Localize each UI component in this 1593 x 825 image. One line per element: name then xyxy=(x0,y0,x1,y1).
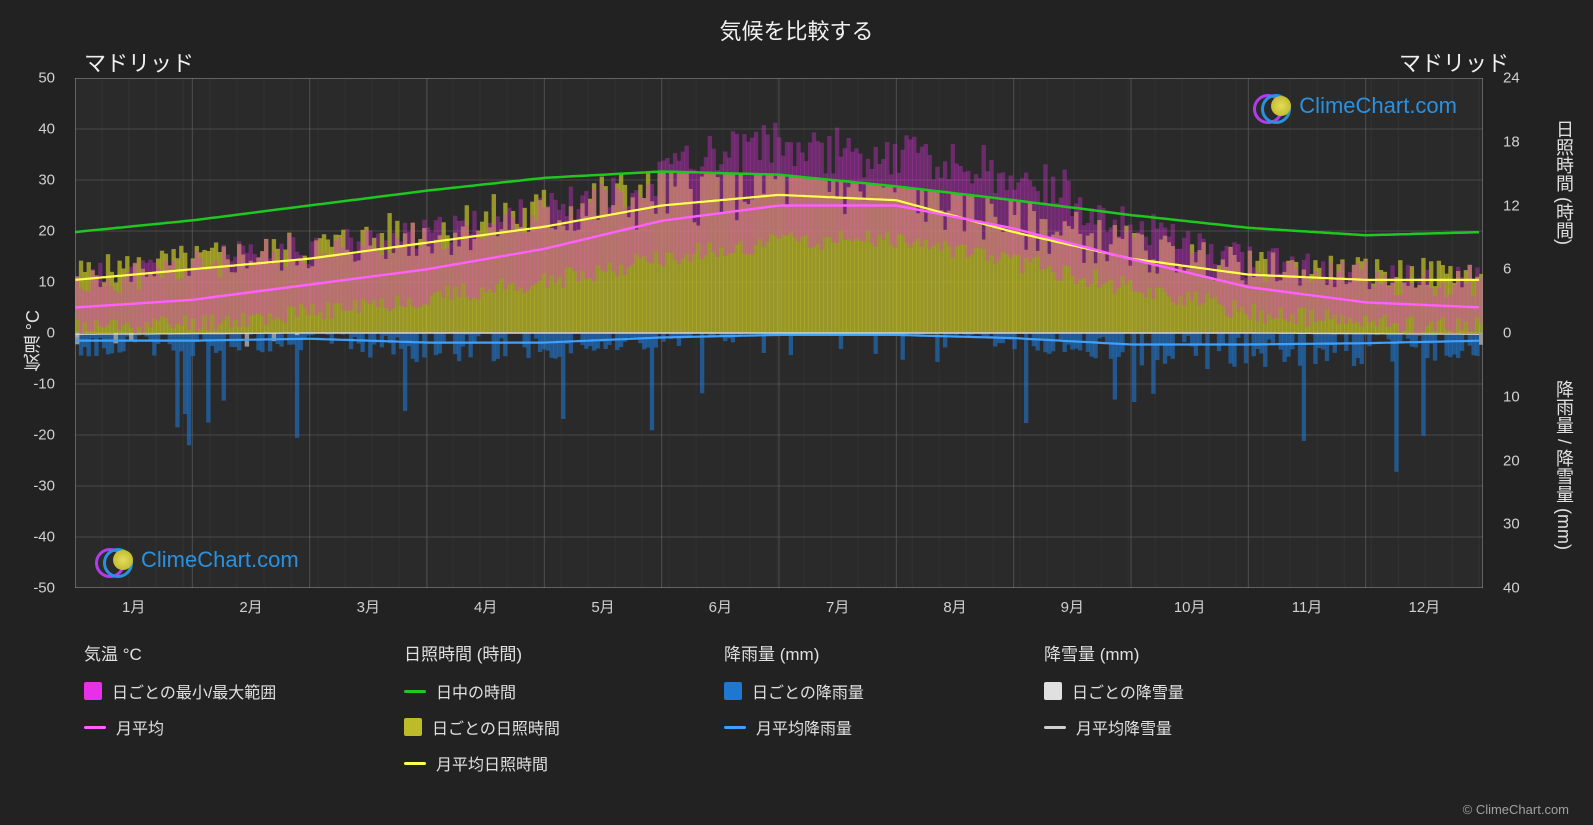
x-tick-month: 10月 xyxy=(1174,596,1206,617)
legend-label: 日中の時間 xyxy=(436,679,516,703)
y-right-tick-sun: 24 xyxy=(1503,70,1520,87)
y-left-tick: -20 xyxy=(33,427,55,444)
legend-swatch-square xyxy=(1044,682,1062,700)
y-left-tick: 30 xyxy=(38,172,55,189)
legend-swatch-line xyxy=(724,726,746,729)
legend-label: 月平均日照時間 xyxy=(436,751,548,775)
legend: 気温 °C 日ごとの最小/最大範囲月平均 日照時間 (時間) 日中の時間日ごとの日照時… xyxy=(84,640,1533,775)
x-tick-month: 9月 xyxy=(1061,596,1084,617)
legend-group-title: 降雨量 (mm) xyxy=(724,640,984,665)
legend-item: 日ごとの降雪量 xyxy=(1044,679,1304,703)
watermark-text: ClimeChart.com xyxy=(141,547,299,573)
legend-label: 月平均降雨量 xyxy=(756,715,852,739)
chart-svg xyxy=(75,78,1483,588)
y-right-tick-sun: 0 xyxy=(1503,325,1511,342)
legend-swatch-square xyxy=(724,682,742,700)
y-left-tick: 10 xyxy=(38,274,55,291)
x-tick-month: 11月 xyxy=(1292,596,1323,617)
legend-swatch-line xyxy=(404,690,426,693)
x-ticks: 1月 2月 3月 4月 5月 6月 7月 8月 9月 10月 11月 12月 xyxy=(75,596,1483,616)
y-right-tick-precip: 20 xyxy=(1503,452,1520,469)
legend-item: 月平均降雪量 xyxy=(1044,715,1304,739)
y-left-tick: -50 xyxy=(33,580,55,597)
legend-swatch-square xyxy=(84,682,102,700)
x-tick-month: 6月 xyxy=(709,596,732,617)
x-tick-month: 7月 xyxy=(826,596,849,617)
x-tick-month: 2月 xyxy=(239,596,262,617)
y-right-tick-precip: 30 xyxy=(1503,516,1520,533)
y-left-tick: 50 xyxy=(38,70,55,87)
y-right-tick-sun: 12 xyxy=(1503,197,1520,214)
legend-item: 日ごとの降雨量 xyxy=(724,679,984,703)
copyright-text: © ClimeChart.com xyxy=(1463,802,1569,817)
y-left-ticks: -50-40-30-20-1001020304050 xyxy=(65,78,125,588)
climechart-logo-icon xyxy=(1253,92,1291,120)
legend-group: 降雨量 (mm) 日ごとの降雨量月平均降雨量 xyxy=(724,640,984,775)
y-right-tick-precip: 40 xyxy=(1503,580,1520,597)
watermark-bottom: ClimeChart.com xyxy=(95,546,299,574)
y-left-tick: 40 xyxy=(38,121,55,138)
legend-group-title: 日照時間 (時間) xyxy=(404,640,664,665)
y-left-tick: 0 xyxy=(47,325,55,342)
legend-item: 日中の時間 xyxy=(404,679,664,703)
legend-group-title: 降雪量 (mm) xyxy=(1044,640,1304,665)
legend-label: 日ごとの降雪量 xyxy=(1072,679,1184,703)
legend-label: 日ごとの最小/最大範囲 xyxy=(112,679,276,703)
city-label-left: マドリッド xyxy=(84,46,194,78)
legend-swatch-square xyxy=(404,718,422,736)
legend-item: 日ごとの日照時間 xyxy=(404,715,664,739)
legend-group: 気温 °C 日ごとの最小/最大範囲月平均 xyxy=(84,640,344,775)
city-label-right: マドリッド xyxy=(1399,46,1509,78)
legend-item: 月平均日照時間 xyxy=(404,751,664,775)
y-right-tick-sun: 6 xyxy=(1503,261,1511,278)
chart-title: 気候を比較する xyxy=(0,14,1593,46)
legend-label: 日ごとの日照時間 xyxy=(432,715,560,739)
y-axis-right-label-precip: 降雨量 / 降雪量 (mm) xyxy=(1551,380,1577,550)
x-tick-month: 4月 xyxy=(474,596,497,617)
y-left-tick: -30 xyxy=(33,478,55,495)
legend-swatch-line xyxy=(404,762,426,765)
x-tick-month: 12月 xyxy=(1408,596,1440,617)
y-left-tick: -40 xyxy=(33,529,55,546)
y-left-tick: 20 xyxy=(38,223,55,240)
x-tick-month: 5月 xyxy=(591,596,614,617)
y-right-tick-precip: 10 xyxy=(1503,388,1520,405)
y-left-tick: -10 xyxy=(33,376,55,393)
legend-label: 月平均 xyxy=(116,715,164,739)
legend-item: 月平均降雨量 xyxy=(724,715,984,739)
legend-group: 日照時間 (時間) 日中の時間日ごとの日照時間月平均日照時間 xyxy=(404,640,664,775)
legend-item: 日ごとの最小/最大範囲 xyxy=(84,679,344,703)
legend-group: 降雪量 (mm) 日ごとの降雪量月平均降雪量 xyxy=(1044,640,1304,775)
y-right-tick-sun: 18 xyxy=(1503,133,1520,150)
y-right-ticks: 0612182410203040 xyxy=(1433,78,1493,588)
watermark-text: ClimeChart.com xyxy=(1299,93,1457,119)
legend-item: 月平均 xyxy=(84,715,344,739)
legend-swatch-line xyxy=(84,726,106,729)
y-axis-right-label-sunshine: 日照時間 (時間) xyxy=(1551,120,1577,245)
legend-swatch-line xyxy=(1044,726,1066,729)
plot-area: -50-40-30-20-1001020304050 0612182410203… xyxy=(75,78,1483,588)
x-tick-month: 8月 xyxy=(943,596,966,617)
x-tick-month: 1月 xyxy=(122,596,145,617)
legend-label: 月平均降雪量 xyxy=(1076,715,1172,739)
climechart-logo-icon xyxy=(95,546,133,574)
watermark-top: ClimeChart.com xyxy=(1253,92,1457,120)
y-axis-left-label: 気温 °C xyxy=(20,310,46,371)
legend-group-title: 気温 °C xyxy=(84,640,344,665)
legend-label: 日ごとの降雨量 xyxy=(752,679,864,703)
x-tick-month: 3月 xyxy=(357,596,380,617)
climate-chart-root: 気候を比較する マドリッド マドリッド 気温 °C 日照時間 (時間) 降雨量 … xyxy=(0,0,1593,825)
